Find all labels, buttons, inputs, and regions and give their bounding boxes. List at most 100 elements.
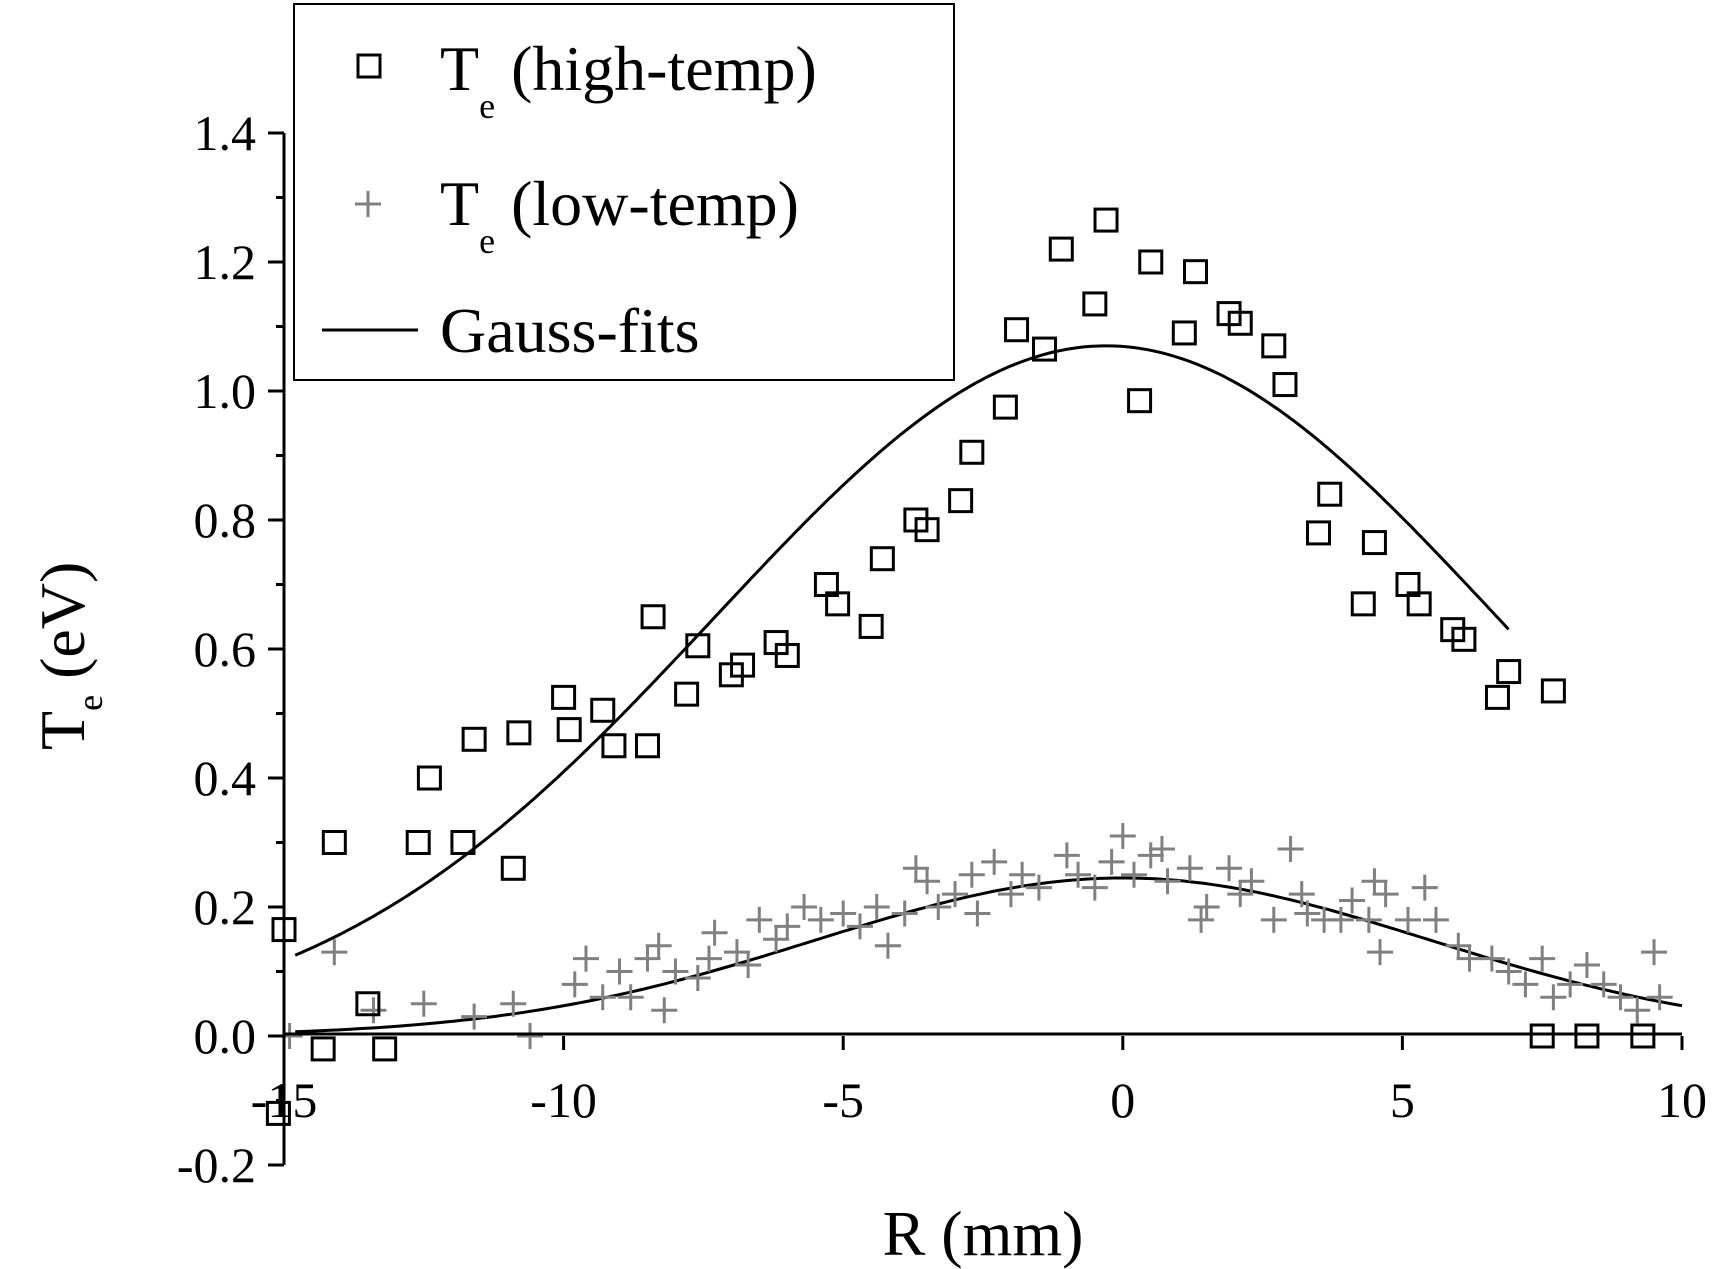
- high-temp-point: [1032, 336, 1058, 362]
- low-temp-point: [807, 906, 834, 933]
- high-temp-point: [1093, 207, 1119, 233]
- high-temp-point: [948, 488, 974, 514]
- low-temp-point: [1641, 939, 1668, 966]
- y-tick-label: 1.4: [194, 105, 257, 161]
- low-temp-point: [964, 900, 991, 927]
- y-axis-title: Te (eV): [27, 562, 110, 750]
- high-temp-point: [685, 633, 711, 659]
- legend-low-main: T: [440, 168, 479, 239]
- x-tick-label: -5: [822, 1072, 864, 1128]
- high-temp-point: [355, 991, 381, 1017]
- low-temp-point: [791, 894, 818, 920]
- low-temp-point: [1053, 842, 1080, 869]
- high-temp-point: [1138, 249, 1164, 275]
- high-temp-point: [1317, 481, 1343, 507]
- x-tick-label: 5: [1390, 1072, 1415, 1128]
- legend-square-icon: [356, 53, 382, 79]
- low-temp-point: [1081, 874, 1108, 901]
- legend-high-main: T: [440, 33, 479, 104]
- low-temp-point: [606, 958, 633, 985]
- high-temp-point: [1529, 1023, 1555, 1049]
- low-temp-point: [1154, 868, 1181, 895]
- legend-plus-icon: [355, 191, 381, 217]
- legend-high-rest: (high-temp): [495, 33, 817, 104]
- low-temp-point: [701, 919, 728, 946]
- low-temp-point: [830, 900, 857, 927]
- low-temp-point: [1411, 874, 1438, 901]
- high-temp-point: [506, 720, 532, 746]
- high-temp-point: [992, 394, 1018, 420]
- legend-item-low: Te (low-temp): [355, 168, 799, 261]
- low-temp-point: [617, 984, 644, 1011]
- x-tick-label: -10: [530, 1072, 597, 1128]
- low-temp-point: [1216, 855, 1243, 882]
- x-tick-label: 0: [1110, 1072, 1135, 1128]
- high-temp-point: [1484, 684, 1510, 710]
- legend-box: [293, 3, 955, 381]
- low-temp-point: [1557, 971, 1584, 998]
- high-temp-point: [730, 652, 756, 678]
- low-temp-point: [774, 913, 801, 940]
- high-temp-point: [1227, 310, 1253, 336]
- low-temp-point: [1361, 868, 1388, 895]
- low-temp-point: [1148, 835, 1175, 862]
- high-temp-point: [825, 591, 851, 617]
- high-temp-point: [1451, 626, 1477, 652]
- high-temp-point: [634, 733, 660, 759]
- high-temp-point: [372, 1036, 398, 1062]
- high-temp-point: [959, 439, 985, 465]
- low-temp-point: [891, 900, 918, 927]
- high-temp-point: [1306, 520, 1332, 546]
- high-temp-point: [869, 546, 895, 572]
- low-temp-point: [735, 952, 762, 979]
- low-temp-point: [1137, 842, 1164, 869]
- high-temp-series: [265, 207, 1656, 1126]
- low-temp-point: [746, 906, 773, 933]
- high-temp-point: [1182, 259, 1208, 285]
- low-temp-point: [1529, 945, 1556, 972]
- y-tick-label: 0.0: [194, 1008, 257, 1064]
- low-temp-point: [981, 848, 1008, 875]
- high-temp-point: [1261, 333, 1287, 359]
- high-temp-point: [1496, 659, 1522, 685]
- low-temp-point: [1288, 881, 1315, 908]
- low-temp-point: [684, 964, 711, 991]
- svg-text:Te (low-temp): Te (low-temp): [440, 168, 799, 261]
- low-temp-point: [645, 932, 672, 959]
- low-temp-point: [863, 894, 890, 920]
- low-temp-point: [589, 984, 616, 1011]
- high-temp-point: [461, 726, 487, 752]
- low-temp-point: [1607, 984, 1634, 1011]
- y-tick-label: 1.2: [194, 234, 257, 290]
- x-tick-label: 10: [1657, 1072, 1707, 1128]
- y-ticks: -0.2 0.0 0.2 0.4 0.6 0.8 1.0 1.2 1.4: [177, 105, 284, 1193]
- low-temp-point: [997, 881, 1024, 908]
- low-temp-point: [1394, 906, 1421, 933]
- high-temp-point: [551, 684, 577, 710]
- low-temp-point: [1098, 848, 1125, 875]
- low-temp-point: [902, 855, 929, 882]
- high-temp-point: [1272, 372, 1298, 398]
- legend-low-rest: (low-temp): [495, 168, 799, 239]
- low-temp-point: [1188, 906, 1215, 933]
- low-temp-point: [925, 894, 952, 920]
- low-temp-point: [1109, 823, 1136, 850]
- high-temp-point: [1350, 591, 1376, 617]
- x-ticks: -15 -10 -5 0 5 10: [251, 1036, 1707, 1128]
- y-tick-label: 0.6: [194, 621, 257, 677]
- fit-lines: [294, 344, 1683, 1034]
- y-tick-label: 1.0: [194, 363, 257, 419]
- svg-text:Te (high-temp): Te (high-temp): [440, 33, 817, 126]
- high-temp-point: [674, 681, 700, 707]
- low-temp-point: [1260, 906, 1287, 933]
- low-temp-point: [1422, 906, 1449, 933]
- high-temp-point: [556, 717, 582, 743]
- low-temp-point: [914, 868, 941, 895]
- low-temp-point: [1025, 874, 1052, 901]
- high-temp-point: [1630, 1023, 1656, 1049]
- low-temp-point: [1646, 984, 1673, 1011]
- legend: Te (high-temp) Te (low-temp) Gauss-fits: [293, 3, 955, 381]
- low-temp-point: [1540, 984, 1567, 1011]
- low-temp-point: [958, 861, 985, 888]
